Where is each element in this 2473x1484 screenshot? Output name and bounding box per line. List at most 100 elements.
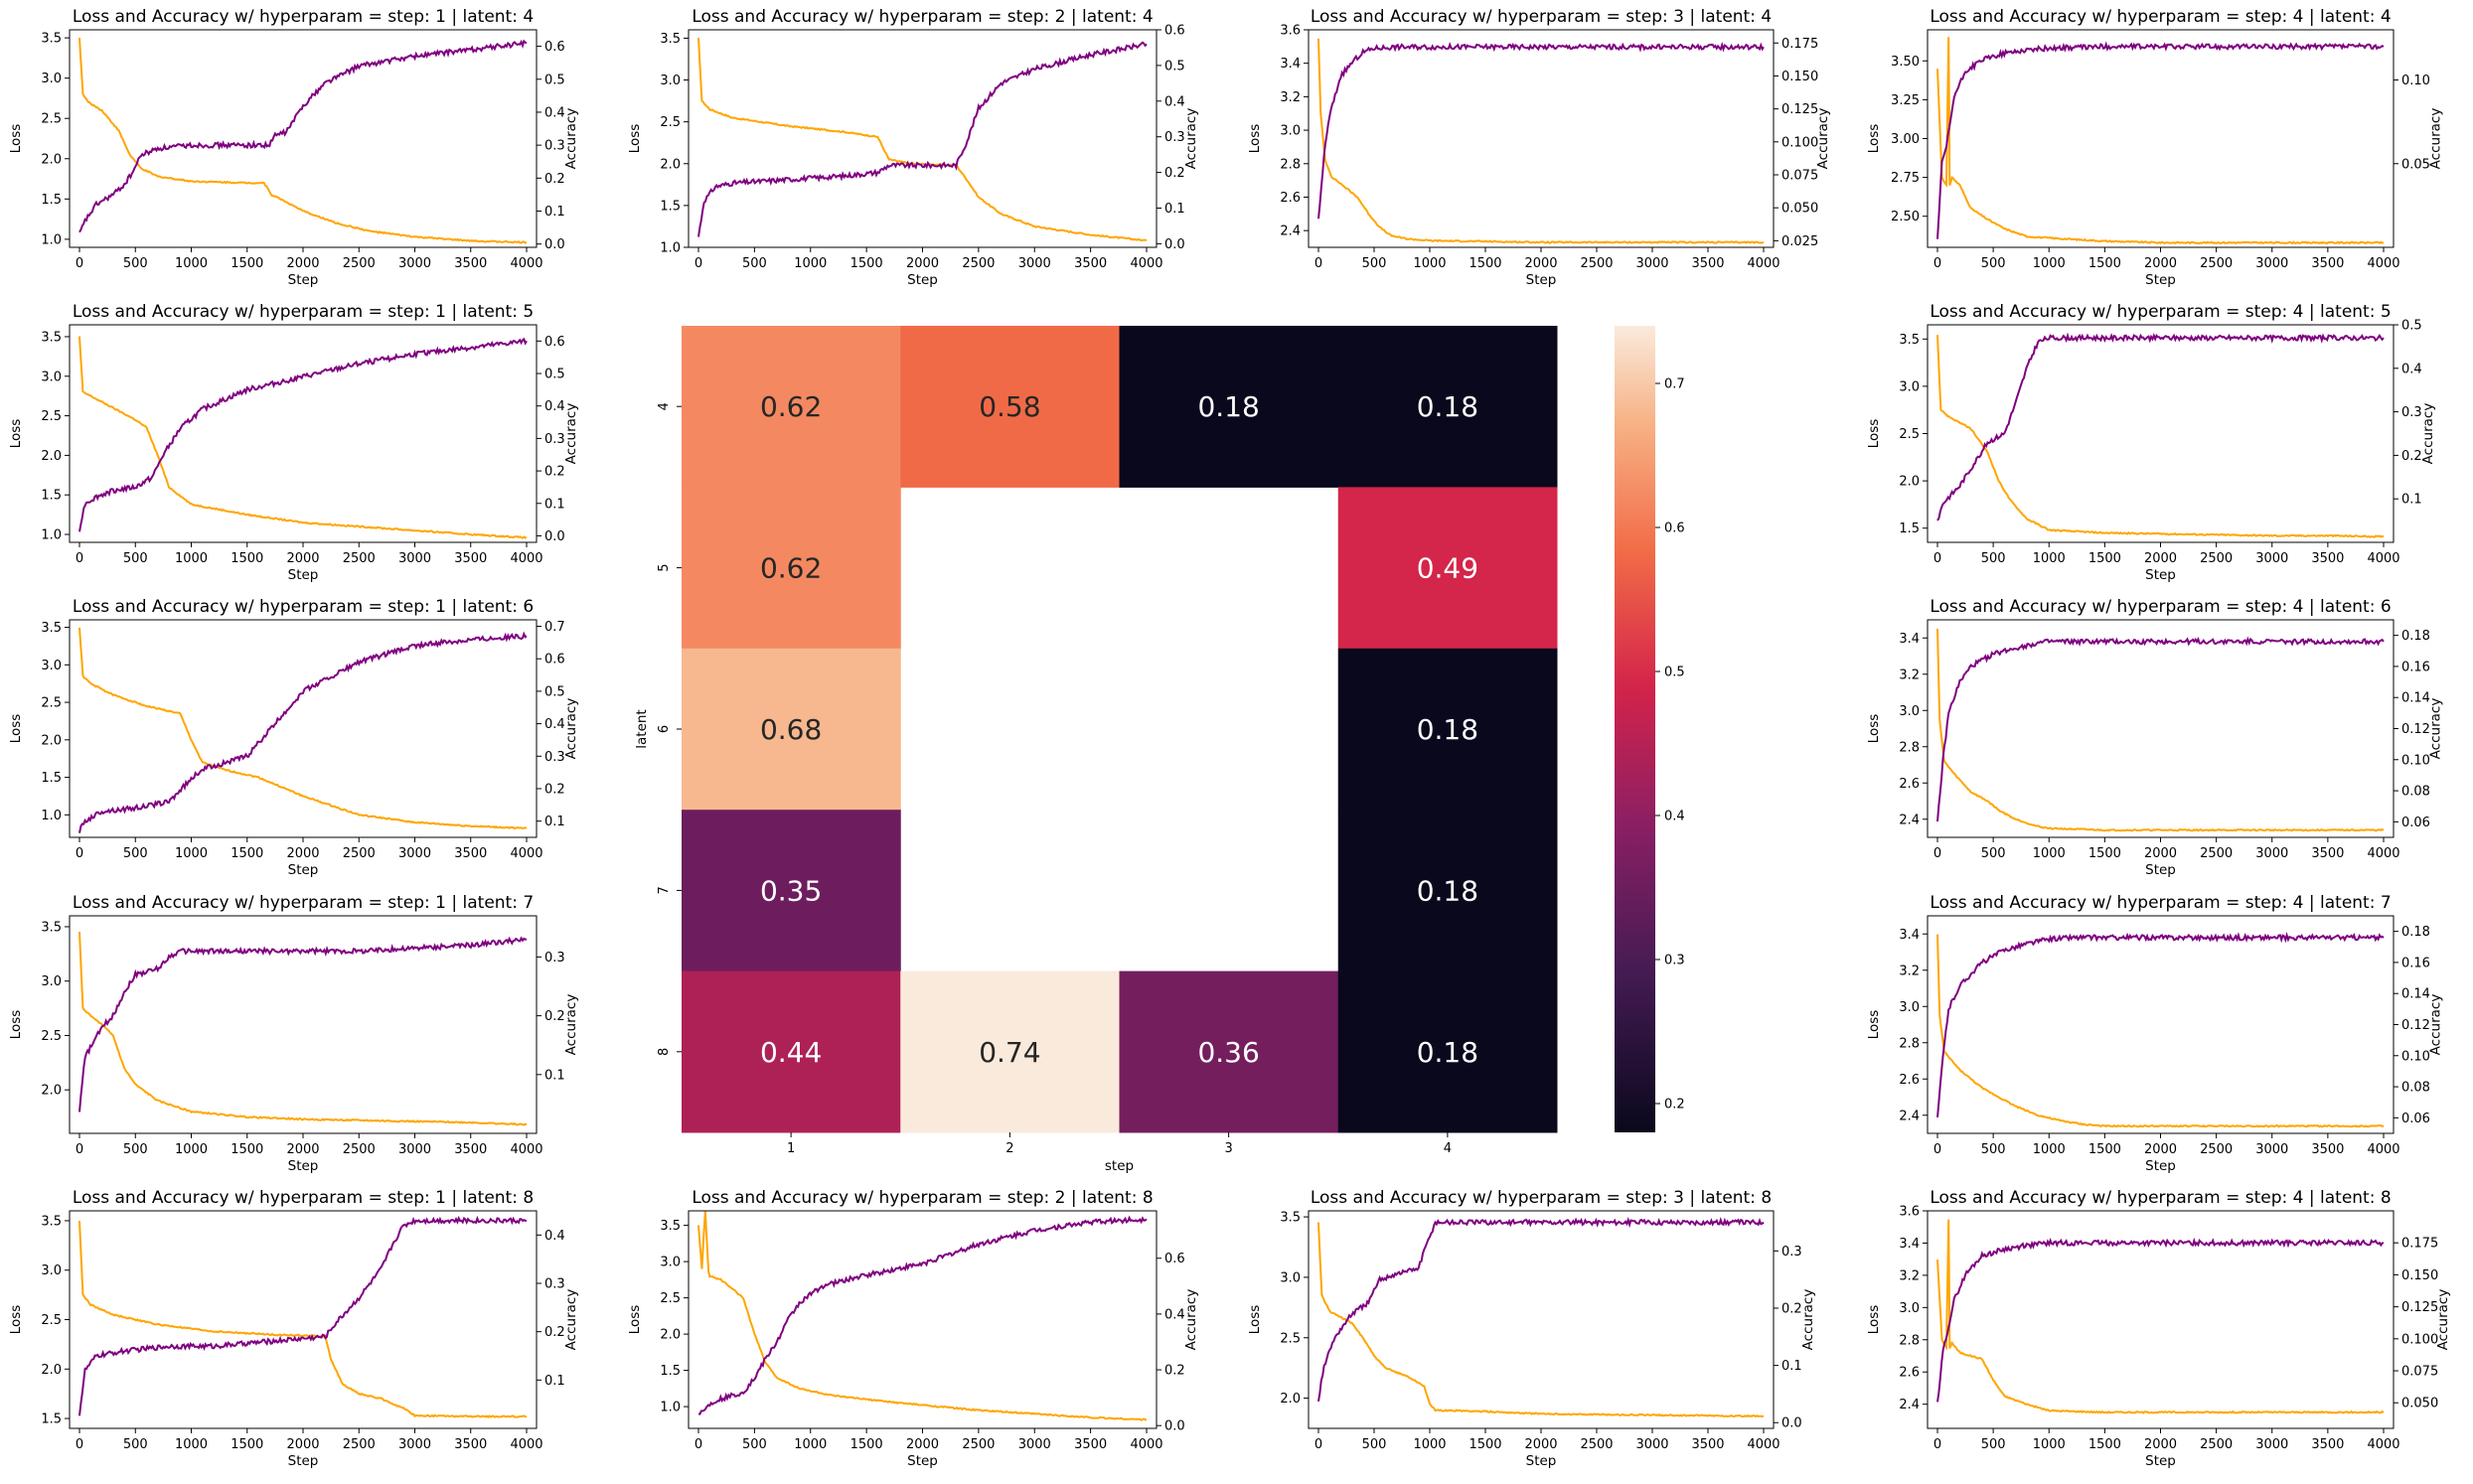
line-panel-step1-latent8: Loss and Accuracy w/ hyperparam = step: …: [8, 1188, 579, 1469]
panel-title: Loss and Accuracy w/ hyperparam = step: …: [1930, 302, 2391, 322]
x-tick-label: 500: [123, 1437, 148, 1452]
x-tick-label: 3000: [398, 846, 431, 861]
accuracy-axis-label: Accuracy: [1183, 1289, 1199, 1351]
accuracy-tick-label: 0.10: [2401, 753, 2430, 768]
loss-tick-label: 2.5: [41, 112, 62, 127]
x-tick-label: 3000: [398, 1437, 431, 1452]
heatmap-cell-label: 0.44: [760, 1036, 822, 1069]
accuracy-tick-label: 0.125: [2401, 1300, 2438, 1315]
accuracy-series-line: [1936, 931, 2385, 1117]
panel-title: Loss and Accuracy w/ hyperparam = step: …: [73, 597, 534, 617]
heatmap-cell-label: 0.36: [1197, 1036, 1259, 1069]
x-tick-label: 3500: [454, 256, 487, 271]
loss-axis-label: Loss: [627, 1305, 643, 1335]
loss-axis-label: Loss: [1866, 124, 1882, 154]
x-tick-label: 1500: [2088, 1142, 2121, 1157]
loss-tick-label: 2.0: [660, 157, 681, 172]
accuracy-tick-label: 0.3: [544, 1277, 565, 1292]
accuracy-series-line: [697, 1215, 1148, 1415]
accuracy-tick-label: 0.0: [1164, 237, 1185, 252]
loss-tick-label: 2.0: [1280, 1392, 1301, 1407]
accuracy-tick-label: 0.1: [544, 815, 565, 829]
panel-title: Loss and Accuracy w/ hyperparam = step: …: [692, 1188, 1153, 1208]
x-tick-label: 3500: [454, 1437, 487, 1452]
x-tick-label: 1000: [2033, 256, 2066, 271]
loss-series-line: [1936, 37, 2385, 245]
x-tick-label: 2500: [343, 256, 376, 271]
loss-tick-label: 3.5: [41, 1214, 62, 1229]
accuracy-tick-label: 0.4: [1164, 94, 1185, 109]
accuracy-tick-label: 0.08: [2401, 785, 2430, 800]
accuracy-tick-label: 0.3: [1164, 130, 1185, 145]
heatmap-cell: [682, 648, 901, 811]
loss-tick-label: 1.5: [660, 199, 681, 214]
accuracy-series-line: [78, 1215, 528, 1416]
x-tick-label: 2000: [906, 1437, 939, 1452]
heatmap-y-axis-label: latent: [634, 709, 650, 748]
panel-title: Loss and Accuracy w/ hyperparam = step: …: [1311, 1188, 1772, 1208]
accuracy-tick-label: 0.10: [2401, 1049, 2430, 1064]
x-tick-label: 1500: [850, 1437, 883, 1452]
x-tick-label: 2000: [286, 1437, 319, 1452]
loss-tick-label: 2.75: [1891, 171, 1920, 186]
loss-tick-label: 2.8: [1899, 1036, 1920, 1051]
accuracy-tick-label: 0.16: [2401, 660, 2430, 674]
x-tick-label: 2000: [2144, 1437, 2177, 1452]
x-tick-label: 2500: [2200, 551, 2233, 566]
loss-tick-label: 3.0: [41, 659, 62, 673]
heatmap-cell: [682, 326, 901, 488]
accuracy-tick-label: 0.075: [2401, 1365, 2438, 1380]
accuracy-tick-label: 0.08: [2401, 1081, 2430, 1096]
x-tick-label: 1000: [794, 1437, 827, 1452]
heatmap-cell-label: 0.74: [979, 1036, 1040, 1069]
x-tick-label: 1500: [2088, 846, 2121, 861]
loss-tick-label: 3.25: [1891, 93, 1920, 108]
x-tick-label: 4000: [1747, 1437, 1779, 1452]
loss-tick-label: 1.0: [660, 241, 681, 256]
loss-tick-label: 2.6: [1899, 777, 1920, 792]
accuracy-tick-label: 0.125: [1781, 102, 1818, 117]
heatmap-y-tick-label: 4: [657, 402, 672, 410]
accuracy-series-line: [1936, 1237, 2385, 1403]
axes-frame: [1927, 29, 2395, 248]
x-tick-label: 4000: [1130, 1437, 1162, 1452]
heatmap-cell-label: 0.18: [1417, 713, 1478, 746]
loss-tick-label: 3.0: [1899, 1301, 1920, 1316]
loss-tick-label: 3.0: [660, 74, 681, 88]
heatmap-cell-label: 0.35: [760, 874, 822, 907]
x-axis-label: Step: [2145, 567, 2176, 583]
loss-series-line: [1317, 38, 1765, 244]
accuracy-tick-label: 0.0: [1164, 1419, 1185, 1434]
x-tick-label: 500: [1362, 256, 1387, 271]
x-tick-label: 1000: [175, 1142, 208, 1157]
x-tick-label: 3000: [398, 256, 431, 271]
x-axis-label: Step: [2145, 1453, 2176, 1469]
x-tick-label: 500: [1362, 1437, 1387, 1452]
heatmap-cell: [1337, 648, 1558, 811]
line-panel-step3-latent8: Loss and Accuracy w/ hyperparam = step: …: [1247, 1188, 1816, 1469]
x-tick-label: 3500: [2311, 551, 2344, 566]
accuracy-axis-label: Accuracy: [563, 108, 579, 170]
x-axis-label: Step: [288, 862, 319, 878]
loss-tick-label: 2.8: [1280, 157, 1301, 172]
x-tick-label: 2500: [2200, 256, 2233, 271]
x-tick-label: 3500: [1074, 256, 1107, 271]
heatmap-cell-label: 0.62: [760, 552, 822, 585]
accuracy-tick-label: 0.175: [2401, 1237, 2438, 1252]
accuracy-tick-label: 0.5: [544, 684, 565, 699]
accuracy-tick-label: 0.3: [544, 750, 565, 765]
loss-axis-label: Loss: [627, 124, 643, 154]
x-tick-label: 1500: [1468, 256, 1501, 271]
accuracy-tick-label: 0.4: [544, 399, 565, 414]
line-panel-step4-latent5: Loss and Accuracy w/ hyperparam = step: …: [1866, 302, 2436, 583]
colorbar-gradient: [1615, 326, 1655, 1132]
accuracy-tick-label: 0.150: [2401, 1268, 2438, 1283]
x-tick-label: 1000: [175, 1437, 208, 1452]
loss-tick-label: 3.5: [41, 920, 62, 935]
axes-frame: [69, 29, 538, 248]
x-axis-label: Step: [2145, 1158, 2176, 1174]
line-panel-step3-latent4: Loss and Accuracy w/ hyperparam = step: …: [1247, 7, 1831, 288]
loss-tick-label: 3.4: [1899, 632, 1920, 647]
x-tick-label: 1000: [1413, 1437, 1446, 1452]
